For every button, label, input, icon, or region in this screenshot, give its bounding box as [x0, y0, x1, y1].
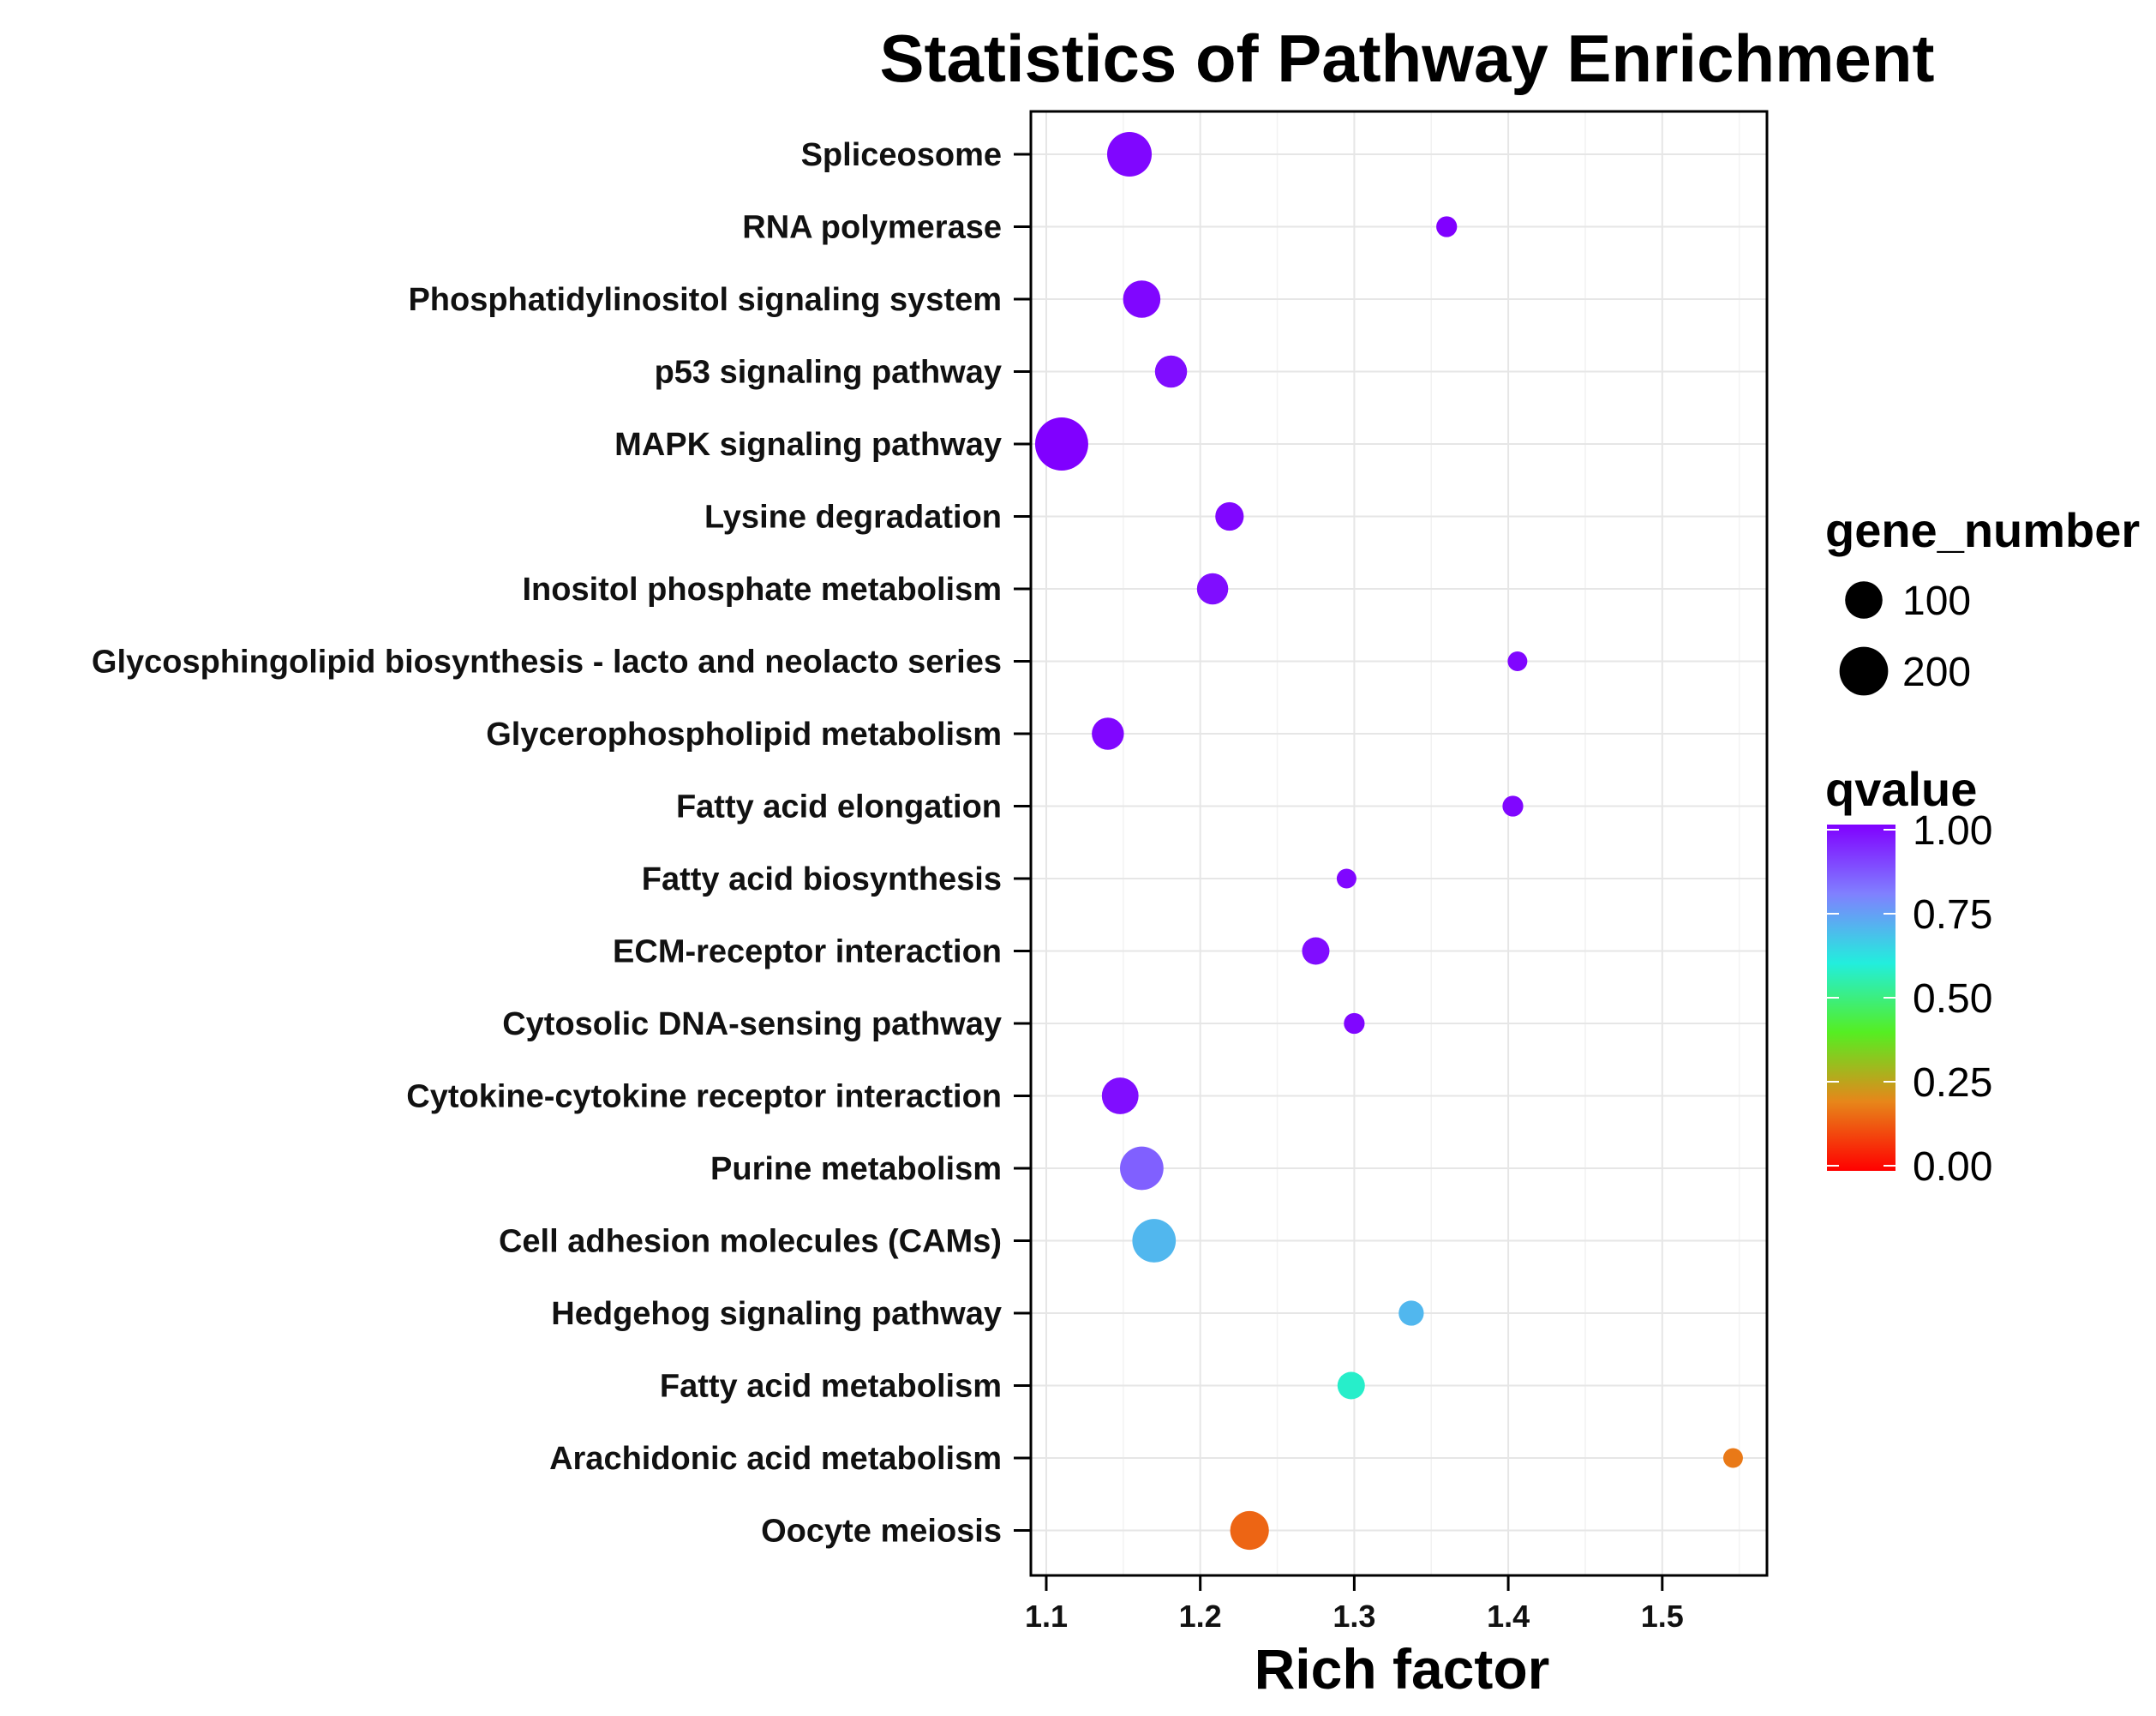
data-point [1230, 1510, 1269, 1551]
data-point [1502, 795, 1524, 817]
data-point [1123, 280, 1161, 318]
y-tick-label: Cytosolic DNA-sensing pathway [502, 1006, 1002, 1042]
y-tick-label: MAPK signaling pathway [614, 427, 1002, 463]
x-axis-label: Rich factor [1255, 1637, 1550, 1701]
y-tick-label: Phosphatidylinositol signaling system [408, 282, 1002, 318]
color-legend-label: 0.25 [1913, 1060, 1992, 1106]
data-point [1344, 1012, 1365, 1035]
data-point [1132, 1219, 1177, 1263]
data-point [1154, 355, 1188, 388]
y-axis: Spliceosome RNA polymerase Phosphatidylino… [92, 137, 1031, 1550]
size-legend-label: 100 [1902, 579, 1971, 624]
y-tick-label: Purine metabolism [710, 1151, 1002, 1187]
x-tick-label: 1.1 [1025, 1599, 1068, 1634]
grid [1031, 111, 1767, 1575]
color-legend-label: 0.00 [1913, 1144, 1992, 1190]
data-point [1215, 501, 1244, 531]
size-legend-dot [1845, 581, 1883, 619]
data-point [1101, 1077, 1139, 1114]
x-tick-label: 1.3 [1333, 1599, 1375, 1634]
y-tick-label: Spliceosome [801, 137, 1002, 173]
color-legend-label: 0.50 [1913, 976, 1992, 1022]
chart-title: Statistics of Pathway Enrichment [880, 21, 1935, 96]
y-tick-label: Arachidonic acid metabolism [549, 1441, 1002, 1477]
data-points [1034, 132, 1743, 1551]
color-legend-label: 0.75 [1913, 892, 1992, 938]
y-tick-label: RNA polymerase [742, 210, 1002, 246]
data-point [1722, 1448, 1743, 1468]
y-tick-label: p53 signaling pathway [655, 355, 1002, 391]
size-legend: 100 200 [1839, 579, 1971, 696]
data-point [1336, 868, 1356, 889]
y-tick-label: Fatty acid elongation [676, 789, 1002, 825]
data-point [1398, 1300, 1424, 1326]
y-tick-label: Inositol phosphate metabolism [523, 572, 1003, 608]
x-tick-label: 1.2 [1179, 1599, 1222, 1634]
legend: gene_number 100 200 qvalue 1.00 0.75 0.50 0.… [1825, 503, 2140, 1190]
y-tick-label: Cytokine-cytokine receptor interaction [406, 1079, 1002, 1115]
y-tick-label: Glycosphingolipid biosynthesis - lacto a… [92, 645, 1002, 681]
y-tick-label: Fatty acid metabolism [660, 1369, 1002, 1405]
data-point [1034, 417, 1088, 471]
y-tick-label: Fatty acid biosynthesis [642, 861, 1002, 897]
color-legend-title: qvalue [1825, 762, 1977, 816]
data-point [1196, 573, 1229, 605]
color-legend-ticks: 1.00 0.75 0.50 0.25 0.00 [1827, 808, 1992, 1190]
size-legend-title: gene_number [1825, 503, 2140, 557]
data-point [1302, 937, 1330, 965]
data-point [1107, 132, 1153, 177]
data-point [1120, 1146, 1164, 1191]
color-legend-label: 1.00 [1913, 808, 1992, 854]
plot-border [1029, 110, 1769, 1577]
y-tick-label: Lysine degradation [704, 500, 1002, 536]
y-tick-label: Cell adhesion molecules (CAMs) [499, 1224, 1002, 1260]
y-tick-label: Hedgehog signaling pathway [551, 1296, 1002, 1332]
data-point [1507, 651, 1528, 671]
y-tick-label: Oocyte meiosis [761, 1514, 1002, 1550]
size-legend-label: 200 [1902, 650, 1971, 695]
x-axis: 1.1 1.2 1.3 1.4 1.5 [1025, 1575, 1684, 1634]
size-legend-dot [1839, 646, 1889, 696]
y-tick-label: ECM-receptor interaction [613, 934, 1002, 970]
y-tick-label: Glycerophospholipid metabolism [486, 717, 1002, 753]
data-point [1337, 1371, 1365, 1400]
x-tick-label: 1.5 [1641, 1599, 1684, 1634]
x-tick-label: 1.4 [1487, 1599, 1530, 1634]
data-point [1436, 216, 1458, 237]
data-point [1092, 717, 1124, 750]
